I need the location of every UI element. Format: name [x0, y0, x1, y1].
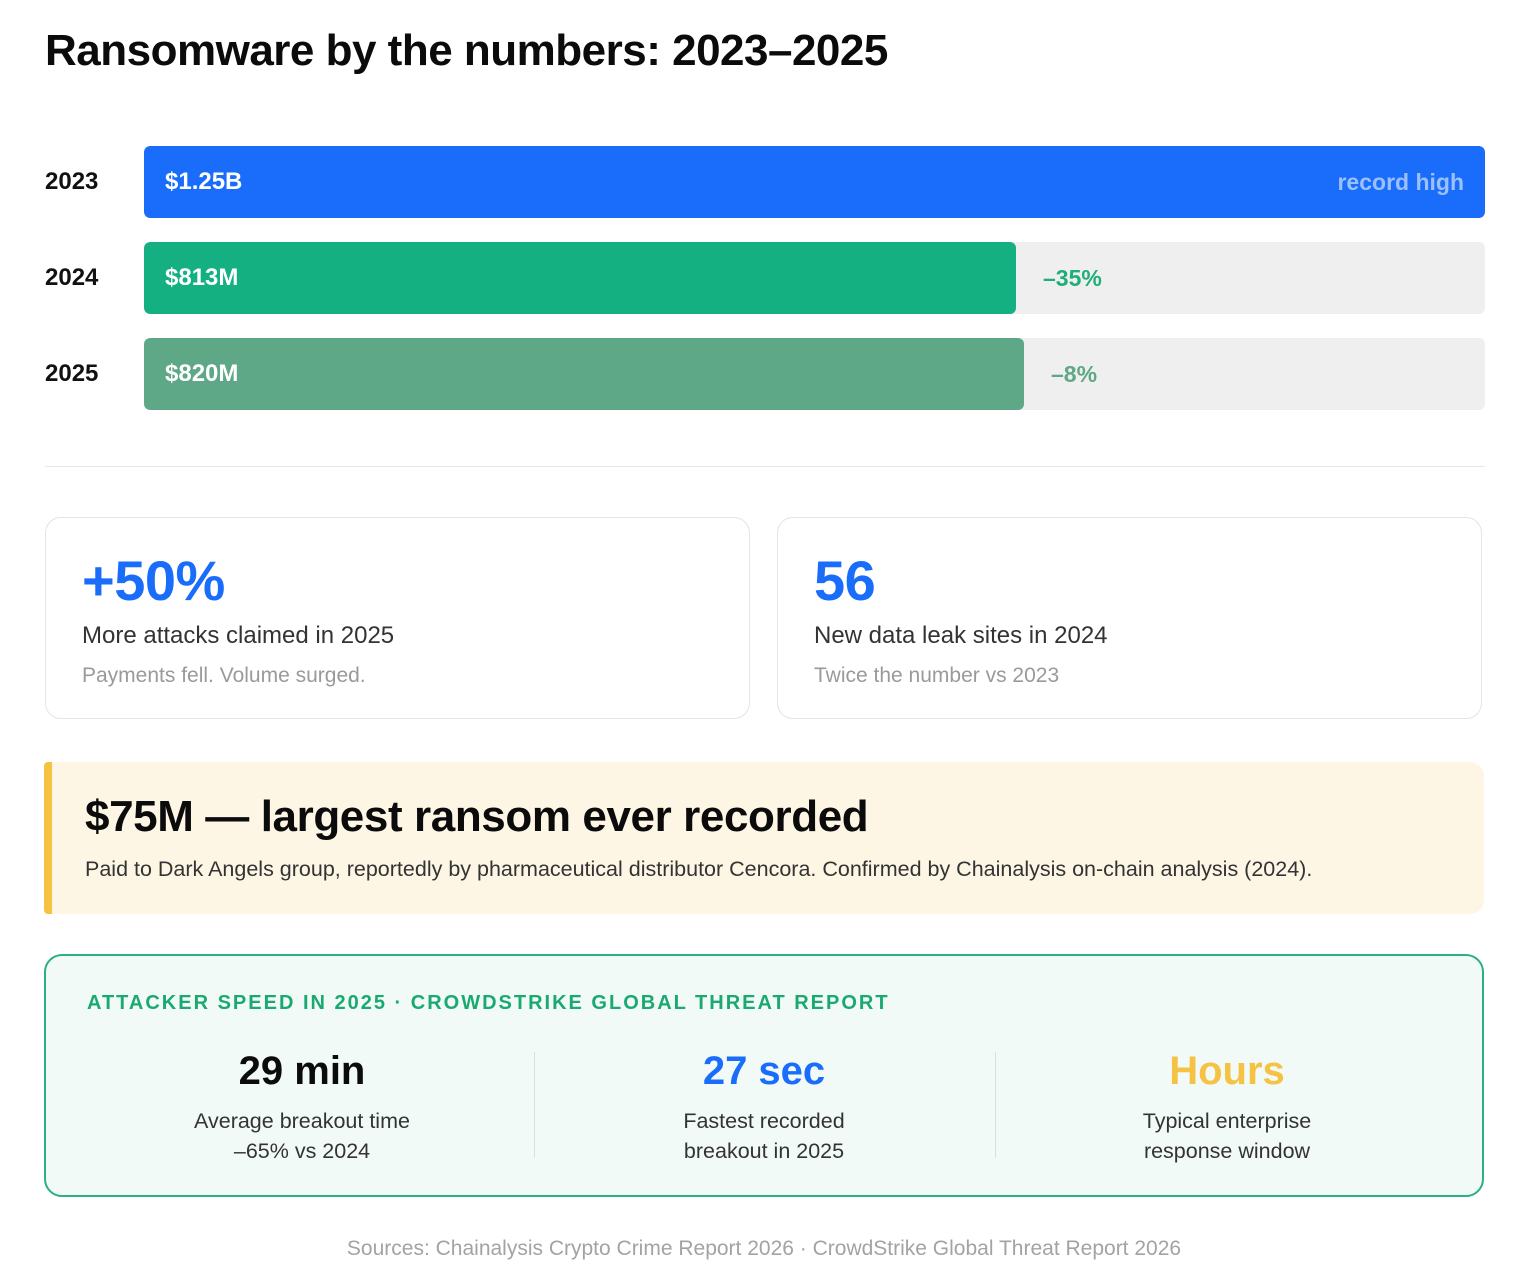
- callout-body: Paid to Dark Angels group, reportedly by…: [85, 857, 1313, 881]
- bar-value-label: $820M: [165, 360, 239, 387]
- stat-value: 56: [814, 549, 876, 612]
- metric-line: response window: [1143, 1139, 1311, 1163]
- stat-subtext: Twice the number vs 2023: [814, 664, 1060, 687]
- metric-value: Hours: [1169, 1049, 1285, 1093]
- bar-category-label: 2024: [45, 264, 99, 291]
- metric-line: Average breakout time: [194, 1109, 410, 1133]
- bar-track: $820M –8%: [144, 338, 1485, 410]
- metric-value: 27 sec: [702, 1049, 826, 1093]
- bar-value-label: $813M: [165, 264, 239, 291]
- metric-line: –65% vs 2024: [233, 1139, 371, 1163]
- section-divider: [45, 466, 1485, 467]
- bar-row-2023: 2023 $1.25B record high: [45, 146, 1485, 218]
- metric-line: Fastest recorded: [683, 1109, 845, 1133]
- bar-value-label: $1.25B: [165, 168, 243, 195]
- attacker-speed-panel: ATTACKER SPEED IN 2025 · CROWDSTRIKE GLO…: [44, 954, 1484, 1197]
- bar-annotation: –8%: [1051, 361, 1098, 387]
- stat-subtext: Payments fell. Volume surged.: [82, 664, 366, 687]
- speed-kicker: ATTACKER SPEED IN 2025 · CROWDSTRIKE GLO…: [87, 992, 890, 1014]
- bar: [144, 242, 1016, 314]
- metric-value: 29 min: [238, 1049, 366, 1093]
- callout-headline: $75M — largest ransom ever recorded: [85, 792, 869, 841]
- metric-divider: [995, 1052, 996, 1158]
- bar: [144, 338, 1024, 410]
- bar-category-label: 2023: [45, 168, 99, 195]
- metric-description: Typical enterprise response window: [997, 1106, 1457, 1166]
- bar-category-label: 2025: [45, 360, 99, 387]
- bar-annotation: –35%: [1043, 265, 1102, 291]
- metric-description: Average breakout time –65% vs 2024: [72, 1106, 532, 1166]
- metric-line: breakout in 2025: [683, 1139, 845, 1163]
- sources-footer: Sources: Chainalysis Crypto Crime Report…: [346, 1237, 1182, 1260]
- bar-track: $1.25B record high: [144, 146, 1485, 218]
- stat-label: New data leak sites in 2024: [814, 622, 1108, 649]
- metric-response-window: Hours Typical enterprise response window: [997, 1048, 1457, 1166]
- bar-row-2025: 2025 $820M –8%: [45, 338, 1485, 410]
- metric-divider: [534, 1052, 535, 1158]
- bar-row-2024: 2024 $813M –35%: [45, 242, 1485, 314]
- page-title: Ransomware by the numbers: 2023–2025: [45, 26, 888, 75]
- largest-ransom-callout: $75M — largest ransom ever recorded Paid…: [44, 762, 1484, 914]
- metric-breakout-time: 29 min Average breakout time –65% vs 202…: [72, 1048, 532, 1166]
- bar-annotation: record high: [1337, 169, 1464, 195]
- bar-track: $813M –35%: [144, 242, 1485, 314]
- stat-card-attacks: +50% More attacks claimed in 2025 Paymen…: [45, 517, 750, 719]
- metric-line: Typical enterprise: [1142, 1109, 1312, 1133]
- stat-label: More attacks claimed in 2025: [82, 622, 395, 649]
- stat-card-leak-sites: 56 New data leak sites in 2024 Twice the…: [777, 517, 1482, 719]
- metric-description: Fastest recorded breakout in 2025: [534, 1106, 994, 1166]
- metric-fastest-breakout: 27 sec Fastest recorded breakout in 2025: [534, 1048, 994, 1166]
- bar: [144, 146, 1485, 218]
- stat-value: +50%: [82, 549, 225, 612]
